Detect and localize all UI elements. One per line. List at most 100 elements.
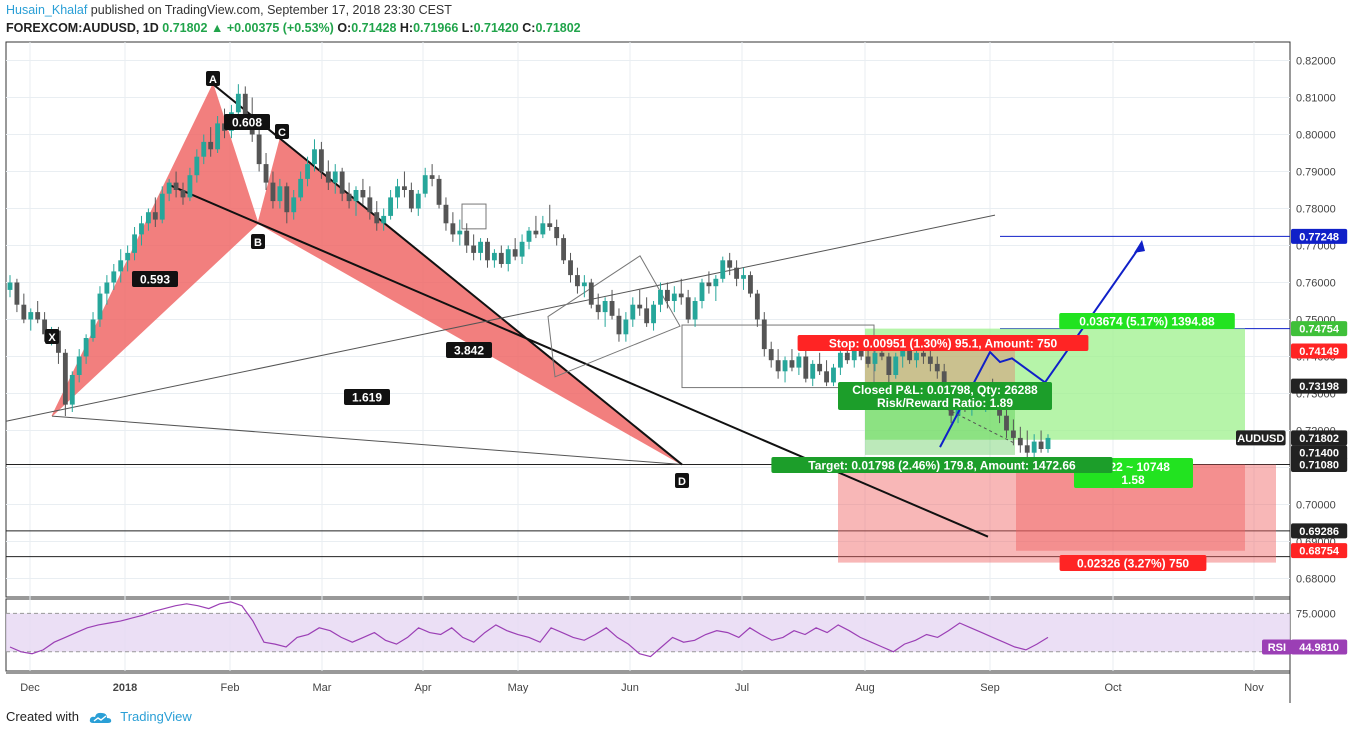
y-tick-label: 0.78000 xyxy=(1296,204,1336,216)
candle-body xyxy=(90,319,96,338)
rsi-scale-label: 75.0000 xyxy=(1296,608,1336,620)
candle-body xyxy=(263,164,269,183)
projection-path xyxy=(939,243,1143,448)
publish-text: published on TradingView.com, September … xyxy=(90,3,452,17)
candle-body xyxy=(83,338,89,357)
price-tag: 0.74149 xyxy=(1299,346,1339,358)
candle-body xyxy=(1024,445,1030,453)
candle-body xyxy=(678,293,684,298)
price-tag: 0.73198 xyxy=(1299,381,1339,393)
candle-body xyxy=(139,223,144,235)
candle-body xyxy=(879,352,885,357)
candle-body xyxy=(761,319,767,350)
candle-body xyxy=(651,304,656,324)
candle-body xyxy=(42,319,48,335)
candle-body xyxy=(443,204,449,224)
arrow-head-icon xyxy=(1134,239,1145,253)
candle-body xyxy=(1031,441,1037,453)
candle-body xyxy=(312,149,317,165)
candle-body xyxy=(671,293,677,301)
candle-body xyxy=(436,178,442,205)
candle-body xyxy=(561,238,567,261)
candle-body xyxy=(858,349,864,357)
candle-body xyxy=(173,182,179,190)
price-change: +0.00375 (+0.53%) xyxy=(226,21,334,35)
loss-label-2: 0.02326 (3.27%) 750 xyxy=(1077,556,1189,570)
candle-body xyxy=(166,182,172,194)
candle-body xyxy=(872,352,878,364)
candle-body xyxy=(844,352,850,361)
candle-body xyxy=(1045,437,1051,449)
symbol-price-tag-bg xyxy=(1236,430,1286,446)
candle-body xyxy=(284,186,290,213)
candle-body xyxy=(1038,441,1044,449)
open-label: O: xyxy=(337,21,352,35)
candle-body xyxy=(692,301,698,320)
candle-body xyxy=(540,223,546,235)
candle-body xyxy=(865,356,871,364)
candle-body xyxy=(1004,415,1009,431)
price-tag-bg xyxy=(1291,523,1348,539)
symbol-legend: FOREXCOM:AUDUSD, 1D 0.71802 ▲ +0.00375 (… xyxy=(6,21,581,35)
rsi-band xyxy=(6,613,1290,652)
candle-body xyxy=(346,193,352,202)
candle-body xyxy=(754,293,760,320)
candle-body xyxy=(298,178,304,198)
close-label: C: xyxy=(522,21,536,35)
candle-body xyxy=(132,234,137,253)
candle-body xyxy=(159,193,165,220)
candle-body xyxy=(789,360,795,368)
candle-body xyxy=(485,241,490,261)
candle-body xyxy=(775,360,781,372)
candle-body xyxy=(824,371,829,383)
price-tag: 0.74754 xyxy=(1299,324,1340,336)
x-tick-label: 2018 xyxy=(113,682,137,694)
high-label: H: xyxy=(399,21,414,35)
candle-body xyxy=(1017,437,1023,446)
x-tick-label: Dec xyxy=(20,682,40,694)
pattern-point-C-bg xyxy=(275,124,289,139)
candle-body xyxy=(194,156,200,176)
rsi-value-tag: 44.9810 xyxy=(1299,642,1339,654)
candle-body xyxy=(97,293,103,320)
candle-body xyxy=(208,141,214,150)
y-tick-label: 0.82000 xyxy=(1296,56,1336,68)
pattern-point-C: C xyxy=(278,127,286,139)
pattern-point-B: B xyxy=(254,237,262,249)
ratio-xd-bg xyxy=(344,389,390,405)
candle-body xyxy=(457,230,463,235)
small-box xyxy=(461,203,487,230)
profit-label-2: 0.03674 (5.17%) 1394.88 xyxy=(1079,314,1215,328)
trend-line-rising xyxy=(5,214,996,422)
low-value: 0.71420 xyxy=(473,21,519,35)
price-tag-bg xyxy=(1291,378,1348,394)
up-arrow-icon: ▲ xyxy=(210,21,224,35)
symbol-name: FOREXCOM:AUDUSD, 1D xyxy=(6,21,159,35)
x-tick-label: Apr xyxy=(414,682,431,694)
candle-body xyxy=(588,282,594,305)
candle-body xyxy=(14,282,20,305)
candle-body xyxy=(478,241,483,253)
candle-body xyxy=(706,282,712,287)
candle-body xyxy=(512,249,518,257)
pattern-point-X-bg xyxy=(45,329,59,344)
candle-body xyxy=(450,223,456,235)
candle-body xyxy=(76,356,82,375)
candle-body xyxy=(637,304,643,309)
candle-body xyxy=(720,260,726,279)
candle-body xyxy=(180,190,186,198)
pattern-point-B-bg xyxy=(251,234,265,249)
candle-body xyxy=(111,271,117,283)
candle-body xyxy=(685,297,691,320)
author-link[interactable]: Husain_Khalaf xyxy=(6,3,88,17)
candle-body xyxy=(505,249,511,264)
rsi-line xyxy=(9,601,1049,658)
mid-ratio-label: 1.58 xyxy=(1121,473,1145,487)
candle-body xyxy=(664,289,670,301)
x-tick-label: Sep xyxy=(980,682,1000,694)
pattern-point-A-bg xyxy=(206,71,220,86)
created-with-text: Created with xyxy=(6,709,79,724)
tradingview-link[interactable]: TradingView xyxy=(120,709,192,724)
y-tick-label: 0.76000 xyxy=(1296,278,1336,290)
